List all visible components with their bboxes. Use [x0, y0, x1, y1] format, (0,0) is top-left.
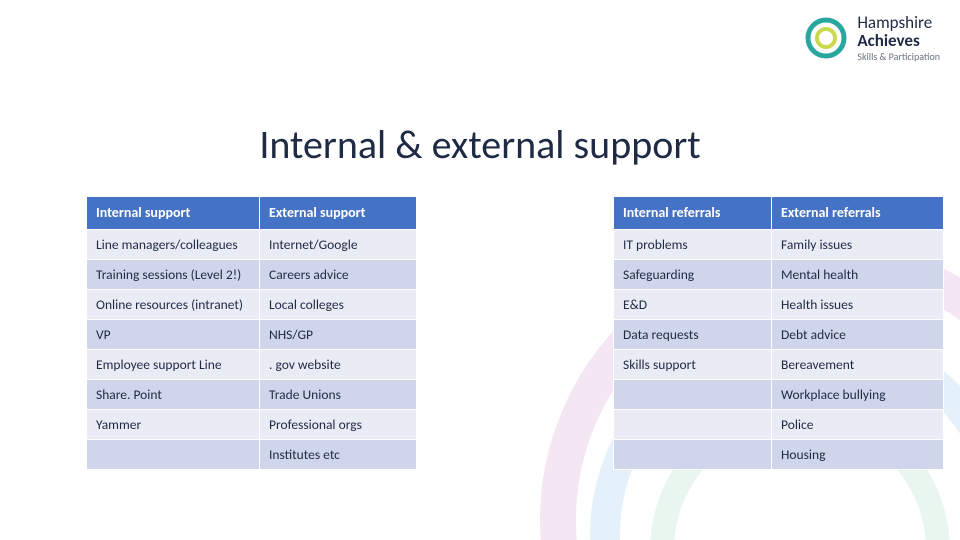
cell-external-referrals: Workplace bullying — [772, 380, 944, 410]
table-header-row: Internal support External support — [87, 197, 417, 230]
table-row: IT problemsFamily issues — [614, 230, 944, 260]
table-row: E&DHealth issues — [614, 290, 944, 320]
cell-internal-support — [87, 440, 260, 470]
cell-external-support: Careers advice — [260, 260, 417, 290]
table-row: Workplace bullying — [614, 380, 944, 410]
tables-container: Internal support External support Line m… — [86, 196, 914, 470]
cell-internal-support: VP — [87, 320, 260, 350]
table-header-row: Internal referrals External referrals — [614, 197, 944, 230]
cell-internal-referrals: Data requests — [614, 320, 772, 350]
cell-external-support: . gov website — [260, 350, 417, 380]
logo-tagline: Skills & Participation — [857, 52, 940, 63]
cell-internal-support: Training sessions (Level 2!) — [87, 260, 260, 290]
col-header-internal-support: Internal support — [87, 197, 260, 230]
logo-text-line2: Achieves — [857, 32, 940, 50]
table-gap — [447, 196, 583, 470]
table-row: Share. PointTrade Unions — [87, 380, 417, 410]
table-row: Institutes etc — [87, 440, 417, 470]
slide-title: Internal & external support — [0, 120, 960, 169]
cell-internal-support: Share. Point — [87, 380, 260, 410]
cell-internal-referrals: Skills support — [614, 350, 772, 380]
cell-external-referrals: Bereavement — [772, 350, 944, 380]
table-row: Police — [614, 410, 944, 440]
col-header-external-support: External support — [260, 197, 417, 230]
cell-external-support: NHS/GP — [260, 320, 417, 350]
cell-internal-support: Online resources (intranet) — [87, 290, 260, 320]
table-row: SafeguardingMental health — [614, 260, 944, 290]
col-header-external-referrals: External referrals — [772, 197, 944, 230]
table-row: Skills supportBereavement — [614, 350, 944, 380]
cell-external-support: Institutes etc — [260, 440, 417, 470]
cell-internal-support: Employee support Line — [87, 350, 260, 380]
col-header-internal-referrals: Internal referrals — [614, 197, 772, 230]
cell-external-support: Trade Unions — [260, 380, 417, 410]
referrals-table: Internal referrals External referrals IT… — [613, 196, 944, 470]
cell-external-referrals: Police — [772, 410, 944, 440]
table-row: Training sessions (Level 2!)Careers advi… — [87, 260, 417, 290]
cell-internal-referrals: Safeguarding — [614, 260, 772, 290]
logo-rings-icon — [805, 17, 847, 59]
cell-external-referrals: Debt advice — [772, 320, 944, 350]
brand-logo: Hampshire Achieves Skills & Participatio… — [805, 14, 940, 62]
cell-internal-referrals — [614, 380, 772, 410]
support-table: Internal support External support Line m… — [86, 196, 417, 470]
cell-internal-support: Line managers/colleagues — [87, 230, 260, 260]
table-row: Data requestsDebt advice — [614, 320, 944, 350]
table-row: VPNHS/GP — [87, 320, 417, 350]
table-row: Line managers/colleaguesInternet/Google — [87, 230, 417, 260]
cell-internal-referrals — [614, 440, 772, 470]
table-row: Online resources (intranet)Local college… — [87, 290, 417, 320]
cell-internal-referrals — [614, 410, 772, 440]
cell-external-referrals: Mental health — [772, 260, 944, 290]
cell-internal-referrals: IT problems — [614, 230, 772, 260]
cell-external-support: Professional orgs — [260, 410, 417, 440]
table-row: Employee support Line. gov website — [87, 350, 417, 380]
cell-external-support: Local colleges — [260, 290, 417, 320]
table-row: YammerProfessional orgs — [87, 410, 417, 440]
cell-internal-support: Yammer — [87, 410, 260, 440]
cell-external-support: Internet/Google — [260, 230, 417, 260]
cell-external-referrals: Housing — [772, 440, 944, 470]
cell-external-referrals: Health issues — [772, 290, 944, 320]
cell-external-referrals: Family issues — [772, 230, 944, 260]
cell-internal-referrals: E&D — [614, 290, 772, 320]
table-row: Housing — [614, 440, 944, 470]
